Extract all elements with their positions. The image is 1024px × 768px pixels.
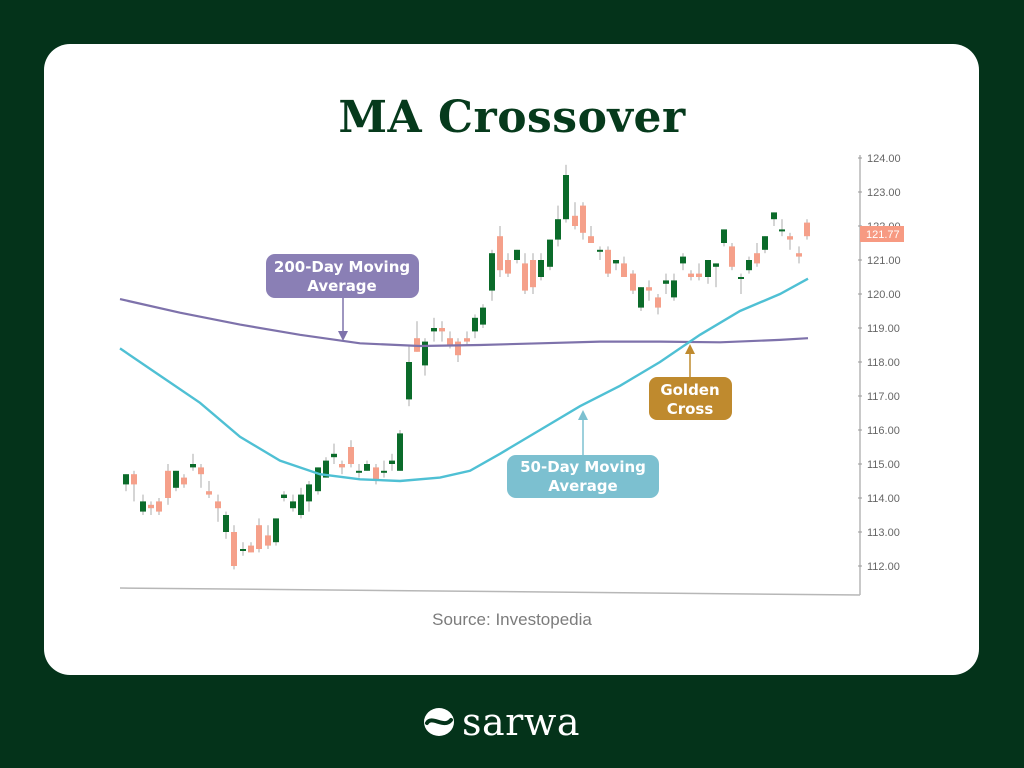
card xyxy=(44,44,979,675)
svg-text:118.00: 118.00 xyxy=(867,357,900,369)
svg-text:Average: Average xyxy=(307,277,376,295)
svg-text:121.00: 121.00 xyxy=(867,255,901,267)
svg-text:Average: Average xyxy=(548,477,617,495)
svg-text:114.00: 114.00 xyxy=(867,493,900,505)
last-price-tag: 121.77 xyxy=(860,226,904,242)
svg-text:119.00: 119.00 xyxy=(867,323,900,335)
svg-text:113.00: 113.00 xyxy=(867,527,900,539)
golden-cross-annotation: Golden Cross xyxy=(649,344,732,420)
svg-text:123.00: 123.00 xyxy=(867,187,901,199)
svg-text:121.77: 121.77 xyxy=(866,229,900,241)
candles xyxy=(123,164,810,570)
brand-name: sarwa xyxy=(462,700,581,744)
ma50-annotation: 50-Day Moving Average xyxy=(507,410,659,498)
brand-logo[interactable]: sarwa xyxy=(422,700,580,744)
svg-text:115.00: 115.00 xyxy=(867,459,900,471)
x-axis xyxy=(119,587,861,596)
svg-text:124.00: 124.00 xyxy=(867,153,901,165)
svg-text:117.00: 117.00 xyxy=(867,391,900,403)
sarwa-logo-icon xyxy=(424,708,454,736)
source-caption: Source: Investopedia xyxy=(432,610,592,629)
svg-text:200-Day Moving: 200-Day Moving xyxy=(274,258,410,276)
svg-text:120.00: 120.00 xyxy=(867,289,901,301)
svg-text:Golden: Golden xyxy=(660,381,719,399)
chart-title: MA Crossover xyxy=(338,92,686,143)
ma50-line xyxy=(119,277,809,483)
svg-text:Cross: Cross xyxy=(667,400,714,418)
ma200-line xyxy=(119,298,809,348)
svg-text:116.00: 116.00 xyxy=(867,425,900,437)
ma200-annotation: 200-Day Moving Average xyxy=(266,254,419,341)
y-axis: 124.00123.00122.00121.00120.00119.00118.… xyxy=(858,153,901,595)
svg-text:50-Day Moving: 50-Day Moving xyxy=(520,458,646,476)
svg-text:112.00: 112.00 xyxy=(867,561,900,573)
